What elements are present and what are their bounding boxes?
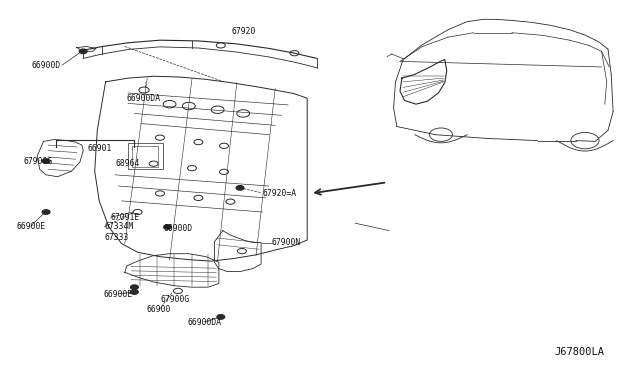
Text: 66900D: 66900D — [163, 224, 193, 233]
Text: 66900E: 66900E — [16, 222, 45, 231]
Circle shape — [236, 186, 244, 190]
Text: 67920: 67920 — [231, 27, 255, 36]
Text: 66900D: 66900D — [31, 61, 61, 70]
Circle shape — [131, 290, 138, 294]
Text: 67900G: 67900G — [160, 295, 189, 304]
Text: 66900: 66900 — [147, 305, 171, 314]
Text: J67800LA: J67800LA — [555, 347, 605, 356]
Circle shape — [217, 315, 225, 319]
Bar — [128, 143, 163, 169]
Text: 67900G: 67900G — [24, 157, 53, 166]
Text: 66900DA: 66900DA — [188, 318, 222, 327]
Circle shape — [42, 210, 50, 214]
Circle shape — [164, 225, 172, 229]
Text: 67334M: 67334M — [104, 222, 134, 231]
Circle shape — [131, 285, 138, 289]
Text: 67091E: 67091E — [110, 213, 140, 222]
Bar — [132, 146, 158, 167]
Text: 66900DA: 66900DA — [127, 94, 161, 103]
Text: 66901: 66901 — [87, 144, 111, 153]
Text: 67920=A: 67920=A — [262, 189, 296, 198]
Text: 66900E: 66900E — [104, 290, 133, 299]
Text: 68964: 68964 — [116, 159, 140, 168]
Circle shape — [42, 159, 50, 163]
Circle shape — [79, 49, 87, 54]
Text: 67333: 67333 — [104, 233, 129, 242]
Text: 67900N: 67900N — [272, 238, 301, 247]
